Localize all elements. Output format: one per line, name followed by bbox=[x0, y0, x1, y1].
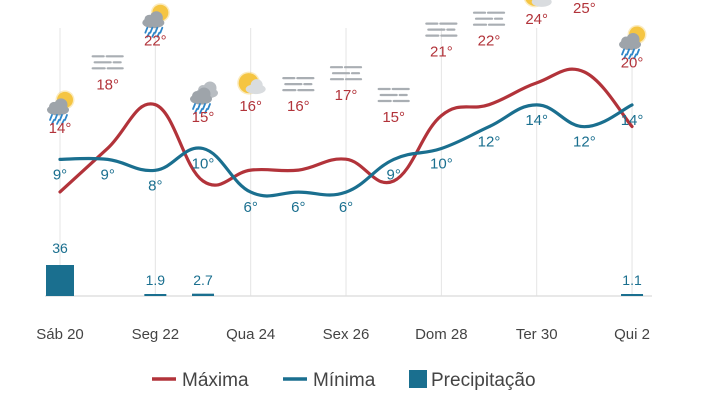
max-temp-labels: 14° 18° 22° 15° 16° 16° 17° 15° 21° 22° 24° 25° 20° bbox=[49, 0, 644, 137]
legend-item-0: Máxima bbox=[152, 370, 249, 391]
x-tick-6: Qui 2 bbox=[614, 326, 650, 343]
min-label-11: 12° bbox=[573, 134, 596, 151]
legend-swatch-2 bbox=[409, 370, 427, 388]
partly-sunny-icon bbox=[237, 71, 266, 95]
weather-icons bbox=[47, 0, 647, 125]
legend-label-0: Máxima bbox=[182, 370, 249, 391]
precip-label-12: 1.1 bbox=[622, 272, 642, 288]
precip-label-2: 1.9 bbox=[146, 272, 166, 288]
precip-bar-2 bbox=[144, 294, 167, 296]
min-label-4: 6° bbox=[244, 199, 258, 216]
rain-sun-icon bbox=[142, 3, 170, 38]
max-label-0: 14° bbox=[49, 120, 72, 137]
max-label-5: 16° bbox=[287, 98, 310, 115]
fog-icon bbox=[329, 66, 363, 81]
legend-item-2: Precipitação bbox=[409, 370, 536, 391]
chart-legend: Máxima Mínima Precipitação bbox=[152, 370, 536, 391]
legend-label-2: Precipitação bbox=[431, 370, 536, 391]
max-label-8: 21° bbox=[430, 44, 453, 61]
fog-icon bbox=[282, 76, 315, 92]
rain-sun-icon bbox=[47, 90, 75, 125]
precipitation-bars: 36 1.9 2.7 1.1 bbox=[46, 240, 644, 296]
precip-label-3: 2.7 bbox=[193, 272, 213, 288]
max-label-11: 25° bbox=[573, 0, 596, 17]
precip-bar-3 bbox=[192, 293, 215, 296]
max-label-6: 17° bbox=[335, 87, 358, 104]
max-label-9: 22° bbox=[478, 33, 501, 50]
precip-bar-12 bbox=[621, 294, 644, 296]
rain-sun-icon bbox=[619, 25, 647, 60]
series-lines bbox=[58, 67, 634, 198]
x-tick-2: Qua 24 bbox=[226, 326, 275, 343]
legend-label-1: Mínima bbox=[313, 370, 376, 391]
partly-sunny-icon bbox=[523, 0, 552, 8]
min-label-0: 9° bbox=[53, 166, 67, 183]
precip-bar-0 bbox=[46, 265, 74, 296]
rain-cloud-icon bbox=[190, 81, 219, 114]
legend-item-1: Mínima bbox=[283, 370, 376, 391]
min-label-9: 12° bbox=[478, 134, 501, 151]
max-label-2: 22° bbox=[144, 33, 167, 50]
series-line-maxima bbox=[58, 67, 634, 194]
x-axis: Sáb 20 Seg 22 Qua 24 Sex 26 Dom 28 Ter 30 Qui … bbox=[36, 326, 650, 343]
x-tick-0: Sáb 20 bbox=[36, 326, 84, 343]
min-temp-labels: 9° 9° 8° 10° 6° 6° 6° 9° 10° 12° 14° 12° 14° bbox=[53, 112, 644, 216]
max-label-7: 15° bbox=[382, 109, 405, 126]
min-label-2: 8° bbox=[148, 177, 162, 194]
max-label-1: 18° bbox=[96, 76, 119, 93]
max-label-10: 24° bbox=[525, 11, 548, 28]
x-tick-4: Dom 28 bbox=[415, 326, 468, 343]
max-label-12: 20° bbox=[621, 55, 644, 72]
precip-label-0: 36 bbox=[52, 240, 68, 256]
min-label-8: 10° bbox=[430, 156, 453, 173]
min-label-6: 6° bbox=[339, 199, 353, 216]
min-label-10: 14° bbox=[525, 112, 548, 129]
max-label-3: 15° bbox=[192, 109, 215, 126]
max-label-4: 16° bbox=[239, 98, 262, 115]
min-label-12: 14° bbox=[621, 112, 644, 129]
min-label-3: 10° bbox=[192, 156, 215, 173]
fog-icon bbox=[91, 55, 124, 70]
min-label-7: 9° bbox=[387, 166, 401, 183]
fog-icon bbox=[377, 87, 410, 103]
min-label-1: 9° bbox=[100, 166, 114, 183]
min-label-5: 6° bbox=[291, 199, 305, 216]
fog-icon bbox=[472, 11, 506, 26]
x-tick-1: Seg 22 bbox=[132, 326, 180, 343]
x-tick-5: Ter 30 bbox=[516, 326, 558, 343]
x-tick-3: Sex 26 bbox=[323, 326, 370, 343]
series-line-minima bbox=[58, 103, 634, 198]
fog-icon bbox=[425, 22, 458, 37]
